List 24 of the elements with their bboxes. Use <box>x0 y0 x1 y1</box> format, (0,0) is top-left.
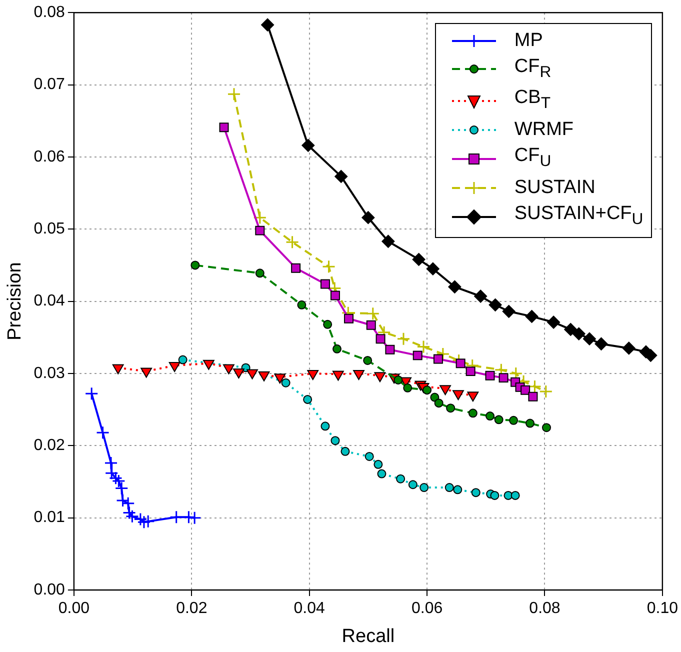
legend-label: CF$_{R}$ <box>514 54 552 82</box>
y-tick-label: 0.07 <box>34 76 66 94</box>
x-tick-label: 0.08 <box>529 600 560 618</box>
y-tick-label: 0.00 <box>34 581 66 598</box>
y-tick-label: 0.04 <box>34 292 66 310</box>
x-tick-label: 0.02 <box>176 600 208 618</box>
legend-label: CF$_{U}$ <box>514 144 552 172</box>
y-tick-label: 0.08 <box>34 4 66 22</box>
x-axis-title: Recall <box>342 626 395 647</box>
y-axis-title: Precision <box>4 262 26 340</box>
legend-label: WRMF <box>514 118 574 142</box>
y-tick-label: 0.01 <box>34 509 66 526</box>
legend-label: CB$_{T}$ <box>514 86 550 114</box>
x-tick-label: 0.06 <box>411 600 443 618</box>
x-tick-label: 0.00 <box>58 600 90 618</box>
y-tick-label: 0.03 <box>34 364 66 382</box>
legend-label: SUSTAIN+CF$_{U}$ <box>514 202 644 230</box>
legend-label: MP <box>514 28 543 53</box>
y-tick-label: 0.02 <box>34 437 66 454</box>
y-tick-label: 0.05 <box>34 220 66 238</box>
legend-label: SUSTAIN <box>514 176 596 200</box>
x-tick-label: 0.04 <box>294 600 326 618</box>
x-tick-label: 0.10 <box>646 600 678 618</box>
y-tick-label: 0.06 <box>34 148 66 166</box>
